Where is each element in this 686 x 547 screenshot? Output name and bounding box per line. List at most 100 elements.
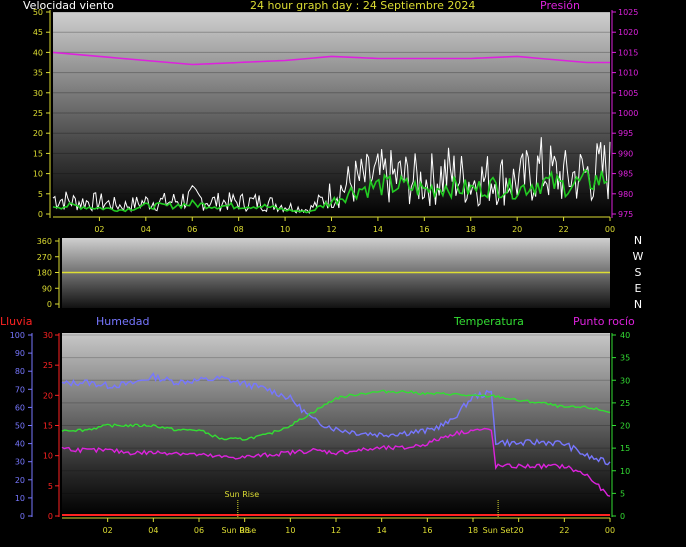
pressure-tick-label: 990 bbox=[618, 149, 633, 158]
pressure-tick-label: 1005 bbox=[618, 89, 638, 98]
wind-x-tick-label: 16 bbox=[419, 225, 429, 234]
humidity-tick-label: 30 bbox=[15, 458, 25, 467]
compass-letter: N bbox=[634, 298, 642, 311]
pressure-tick-label: 1000 bbox=[618, 109, 638, 118]
wind-x-tick-label: 18 bbox=[466, 225, 476, 234]
compass-letter: E bbox=[635, 282, 642, 295]
humidity-ticks: 0 10 20 30 40 50 60 70 80 90 100 bbox=[10, 331, 32, 521]
rain-tick-label: 15 bbox=[43, 422, 53, 431]
pressure-tick-label: 1010 bbox=[618, 69, 638, 78]
thermo-x-tick-label: 00 bbox=[605, 526, 615, 535]
thermo-x-tick-label: 02 bbox=[103, 526, 113, 535]
pressure-tick-label: 1015 bbox=[618, 48, 638, 57]
pressure-tick-label: 1025 bbox=[618, 8, 638, 17]
humidity-tick-label: 20 bbox=[15, 476, 25, 485]
wind-speed-label: Velocidad viento bbox=[23, 0, 114, 12]
wind-x-tick-label: 10 bbox=[280, 225, 290, 234]
wind-x-tick-label: 14 bbox=[373, 225, 383, 234]
direction-left-ticks: 0 90 180 270 360 bbox=[37, 237, 59, 309]
thermo-x-tick-label: 12 bbox=[331, 526, 341, 535]
direction-tick-label: 90 bbox=[42, 284, 52, 293]
wind-x-tick-label: 06 bbox=[187, 225, 197, 234]
rain-tick-label: 25 bbox=[43, 361, 53, 370]
temp-tick-label: 30 bbox=[620, 376, 630, 385]
humidity-label: Humedad bbox=[96, 315, 150, 328]
humidity-tick-label: 50 bbox=[15, 422, 25, 431]
temp-tick-label: 20 bbox=[620, 422, 630, 431]
sunset-label: Sun Set bbox=[483, 526, 514, 535]
wind-left-ticks: 0 5 10 15 20 25 30 35 40 45 50 bbox=[33, 8, 50, 219]
dewpoint-line bbox=[61, 427, 611, 497]
thermo-x-ticks: 02 04 06 08 10 12 14 16 18 20 22 00 bbox=[62, 517, 615, 535]
sunrise-label: Sun Rise bbox=[224, 490, 259, 499]
wind-grid bbox=[53, 11, 610, 215]
rain-label: Lluvia bbox=[0, 315, 33, 328]
wind-tick-label: 25 bbox=[33, 109, 43, 118]
pressure-tick-label: 985 bbox=[618, 170, 633, 179]
humidity-tick-label: 0 bbox=[20, 512, 25, 521]
humidity-tick-label: 70 bbox=[15, 385, 25, 394]
thermo-x-tick-label: 08 bbox=[240, 526, 250, 535]
sun-markers: Sun Rise Sun Rise Sun Set bbox=[221, 490, 513, 535]
humidity-tick-label: 60 bbox=[15, 403, 25, 412]
wind-x-tick-label: 22 bbox=[558, 225, 568, 234]
dewpoint-label: Punto rocío bbox=[573, 315, 635, 328]
humidity-line bbox=[61, 372, 611, 466]
pressure-label: Presión bbox=[540, 0, 580, 12]
wind-x-tick-label: 08 bbox=[234, 225, 244, 234]
pressure-tick-label: 975 bbox=[618, 210, 633, 219]
temp-tick-label: 25 bbox=[620, 399, 630, 408]
temperature-label: Temperatura bbox=[454, 315, 524, 328]
rain-ticks: 0 5 10 15 20 25 30 bbox=[43, 331, 59, 521]
humidity-tick-label: 100 bbox=[10, 331, 25, 340]
rain-tick-label: 10 bbox=[43, 452, 53, 461]
rain-tick-label: 20 bbox=[43, 391, 53, 400]
humidity-tick-label: 40 bbox=[15, 440, 25, 449]
rain-tick-label: 30 bbox=[43, 331, 53, 340]
wind-average-line bbox=[52, 168, 608, 214]
thermo-x-tick-label: 04 bbox=[148, 526, 158, 535]
thermo-series-layer bbox=[61, 372, 611, 516]
pressure-tick-label: 995 bbox=[618, 129, 633, 138]
wind-tick-label: 0 bbox=[38, 210, 43, 219]
pressure-tick-label: 1020 bbox=[618, 28, 638, 37]
thermo-x-tick-label: 06 bbox=[194, 526, 204, 535]
wind-tick-label: 15 bbox=[33, 149, 43, 158]
rain-tick-label: 0 bbox=[48, 512, 53, 521]
humidity-tick-label: 90 bbox=[15, 349, 25, 358]
temp-tick-label: 40 bbox=[620, 331, 630, 340]
direction-tick-label: 0 bbox=[47, 300, 52, 309]
thermo-x-tick-label: 16 bbox=[422, 526, 432, 535]
wind-tick-label: 10 bbox=[33, 170, 43, 179]
humidity-tick-label: 10 bbox=[15, 494, 25, 503]
wind-tick-label: 40 bbox=[33, 48, 43, 57]
direction-tick-label: 270 bbox=[37, 253, 52, 262]
compass-letter: S bbox=[635, 266, 642, 279]
temp-tick-label: 15 bbox=[620, 444, 630, 453]
thermo-x-tick-label: 20 bbox=[514, 526, 524, 535]
wind-tick-label: 30 bbox=[33, 89, 43, 98]
temperature-line bbox=[61, 389, 611, 441]
temp-tick-label: 35 bbox=[620, 354, 630, 363]
chart-title: 24 hour graph day : 24 Septiembre 2024 bbox=[250, 0, 476, 12]
thermo-x-tick-label: 18 bbox=[468, 526, 478, 535]
wind-plot-area bbox=[53, 12, 610, 217]
wind-tick-label: 20 bbox=[33, 129, 43, 138]
thermo-x-tick-label: 14 bbox=[377, 526, 387, 535]
wind-tick-label: 45 bbox=[33, 28, 43, 37]
compass-letter: N bbox=[634, 234, 642, 247]
humidity-tick-label: 80 bbox=[15, 367, 25, 376]
wind-x-tick-label: 04 bbox=[141, 225, 151, 234]
rain-tick-label: 5 bbox=[48, 482, 53, 491]
wind-tick-label: 35 bbox=[33, 69, 43, 78]
thermo-x-tick-label: 22 bbox=[559, 526, 569, 535]
temp-tick-label: 5 bbox=[620, 489, 625, 498]
thermo-panel: 0 10 20 30 40 50 60 70 80 90 100 0 5 10 15 20 25 30 0 5 10… bbox=[10, 331, 630, 535]
temp-ticks: 0 5 10 15 20 25 30 35 40 bbox=[612, 331, 630, 521]
thermo-x-tick-label: 10 bbox=[285, 526, 295, 535]
wind-tick-label: 5 bbox=[38, 190, 43, 199]
